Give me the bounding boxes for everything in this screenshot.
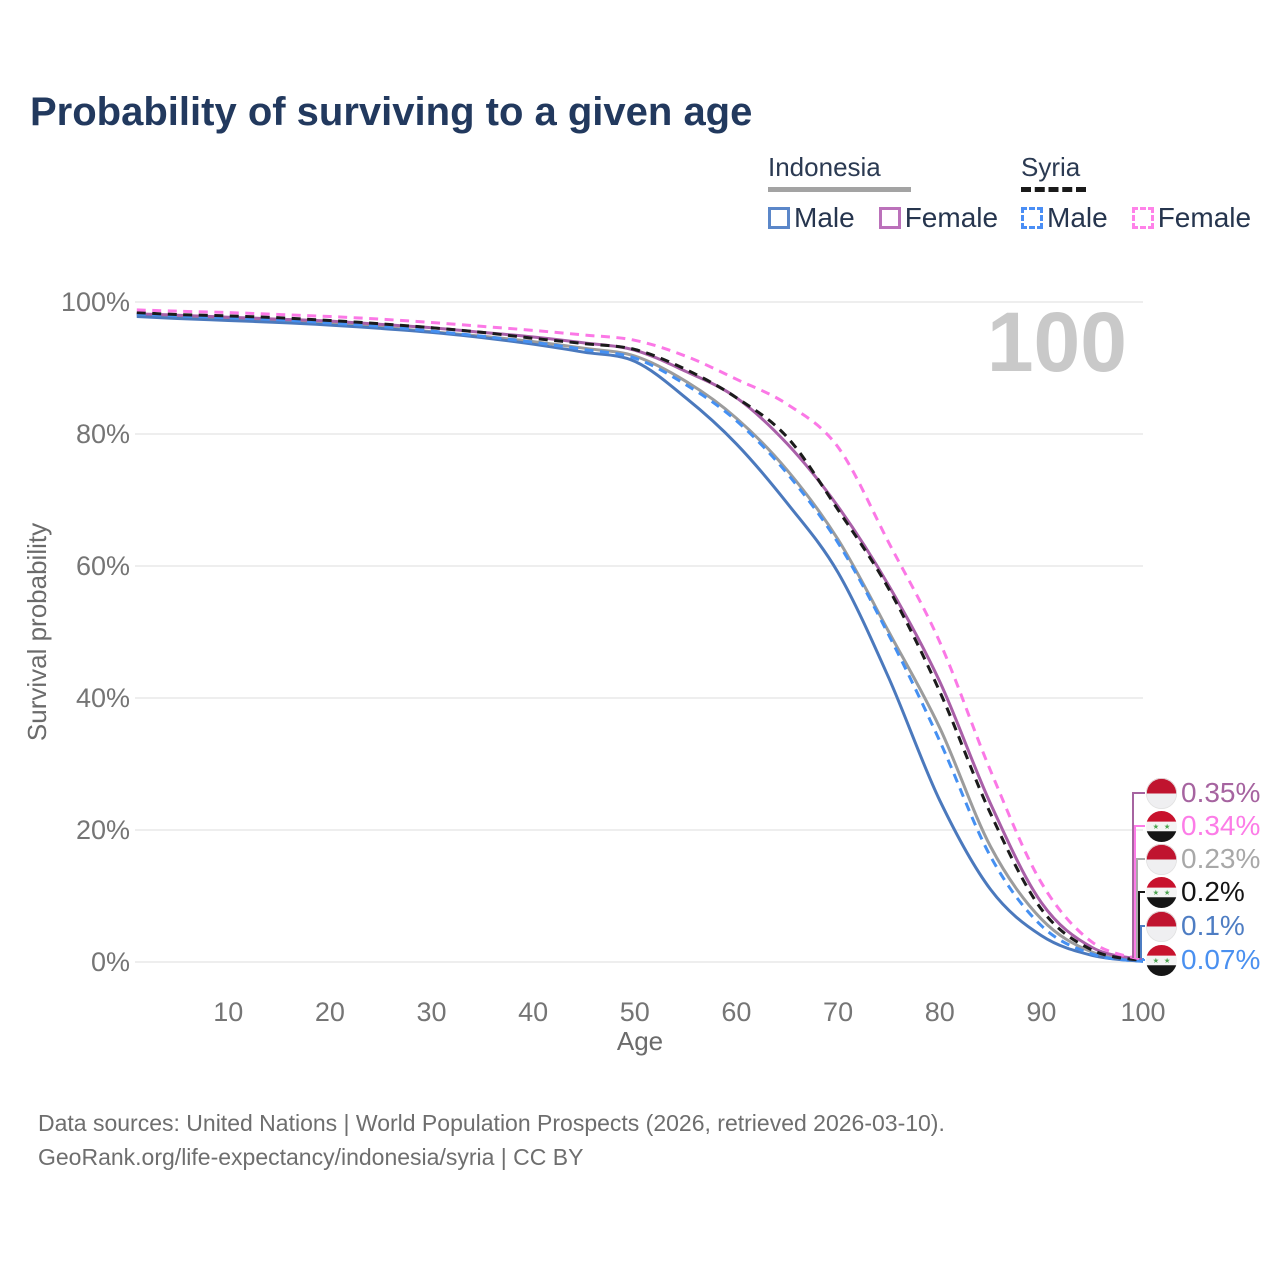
x-tick-label: 70 [823,997,853,1027]
syria-flag-icon [1146,945,1177,976]
end-value: 0.07% [1181,944,1261,975]
end-label-syria_female: 0.34% [1146,810,1260,842]
end-value: 0.1% [1181,910,1245,941]
source-line-1: Data sources: United Nations | World Pop… [38,1110,945,1136]
y-tick-label: 100% [61,287,130,317]
x-axis-title: Age [617,1026,663,1056]
y-tick-label: 20% [76,815,130,845]
legend-group-indonesia: Indonesia Male Female [768,152,998,234]
series-line-indonesia_female [136,312,1144,962]
end-value: 0.34% [1181,810,1261,841]
legend-label: Female [1157,202,1252,233]
end-label-syria_male: 0.07% [1146,944,1260,976]
x-tick-label: 10 [213,997,243,1027]
x-tick-label: 60 [721,997,751,1027]
legend-item-indonesia-female[interactable]: Female [878,202,999,234]
end-label-indonesia_female: 0.35% [1146,777,1260,809]
end-label-indonesia: 0.23% [1146,843,1260,875]
end-label-connector [1134,825,1145,958]
legend-group-syria: Syria Male Female [1021,152,1251,234]
x-tick-label: 80 [925,997,955,1027]
source-note: Data sources: United Nations | World Pop… [38,1106,945,1174]
series-line-syria_female [136,308,1144,962]
legend-label: Female [904,202,999,233]
x-tick-label: 90 [1026,997,1056,1027]
legend-item-syria-female[interactable]: Female [1131,202,1252,234]
x-tick-label: 30 [416,997,446,1027]
x-tick-label: 50 [620,997,650,1027]
x-tick-label: 20 [315,997,345,1027]
line-swatch-syria-female-icon [1131,207,1154,229]
page-title: Probability of surviving to a given age [30,90,753,134]
line-swatch-syria-male-icon [1021,207,1043,229]
line-swatch-indonesia-female-icon [878,207,901,229]
x-tick-label: 100 [1120,997,1165,1027]
end-value: 0.23% [1181,843,1261,874]
series-line-indonesia [136,313,1144,962]
indonesia-flag-icon [1146,844,1177,875]
end-value: 0.2% [1181,876,1245,907]
series-line-syria [136,311,1144,963]
y-axis-title: Survival probability [22,523,52,741]
legend-country-syria: Syria [1021,152,1087,192]
series-line-indonesia_male [136,315,1144,963]
end-label-connector [1132,792,1145,958]
end-label-indonesia_male: 0.1% [1146,910,1245,942]
end-label-connector [1140,925,1145,958]
x-tick-label: 40 [518,997,548,1027]
end-value: 0.35% [1181,777,1261,808]
legend-label: Male [1047,202,1108,233]
end-label-connector [1142,958,1145,961]
legend-country-indonesia: Indonesia [768,152,911,192]
end-label-syria: 0.2% [1146,876,1245,908]
legend-item-indonesia-male[interactable]: Male [768,202,855,234]
y-tick-label: 80% [76,419,130,449]
y-tick-label: 0% [91,947,130,977]
end-label-connector [1136,858,1145,958]
age-counter-watermark: 100 [987,295,1127,389]
source-line-2: GeoRank.org/life-expectancy/indonesia/sy… [38,1144,584,1170]
syria-flag-icon [1146,877,1177,908]
legend-item-syria-male[interactable]: Male [1021,202,1108,234]
indonesia-flag-icon [1146,778,1177,809]
series-line-syria_male [136,312,1144,963]
y-tick-label: 40% [76,683,130,713]
legend-label: Male [794,202,855,233]
syria-flag-icon [1146,811,1177,842]
end-label-connector [1138,891,1145,958]
indonesia-flag-icon [1146,911,1177,942]
y-tick-label: 60% [76,551,130,581]
line-swatch-indonesia-male-icon [768,207,790,229]
